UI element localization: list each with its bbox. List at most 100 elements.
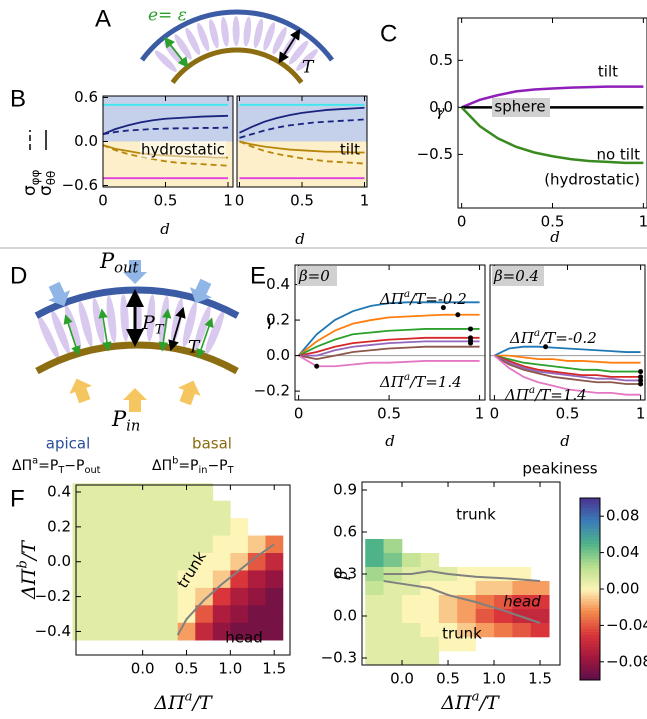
curve-label: ΔΠa/T=1.4 [504,384,587,404]
y-tick-label: 0.4 [47,482,71,500]
colorbar-step [580,616,600,620]
heat-cell [72,570,91,589]
x-axis-label: d [295,230,305,248]
heat-cell [247,553,266,571]
p-out-label-part: P [99,249,115,273]
x-tick-label: 1 [639,213,647,231]
x-tick-label: 1 [475,405,485,423]
x-axis-label-part: ΔΠ [440,692,472,714]
x-axis-label-part: ΔΠ [153,692,185,714]
basal-eq-part: −P [207,458,227,474]
annotation-bg [492,98,550,117]
heat-cell [72,500,91,519]
colorbar-step [580,613,600,617]
boundary-line [383,570,541,582]
colorbar-step [580,610,600,614]
curve-label: ΔΠa/T=-0.2 [509,327,597,347]
heat-cell [230,553,249,571]
curve-label-part: /T=1.4 [408,373,461,391]
heat-cell [420,552,440,568]
heat-cell [125,622,143,641]
annotation: head [225,629,262,647]
strain-arrow [196,317,214,359]
y-tick-label: −0.2 [35,587,71,605]
heat-cell [90,500,108,519]
colorbar-step [580,561,600,566]
x-tick-label: 0.5 [436,670,460,688]
colorbar-step [580,507,600,511]
diagram-d [34,260,240,412]
marker [314,363,320,369]
y-axis-label-part: σ [36,185,56,196]
colorbar-tick-label: 0.04 [606,543,639,561]
annotation: (hydrostatic) [544,171,640,189]
heat-cell [125,553,143,571]
heat-cell [402,622,421,638]
y-tick-label: 0.9 [333,480,357,498]
colorbar-step [580,534,600,538]
plot-frame [489,264,646,401]
heat-cell [438,580,458,596]
x-axis-label-part: a [185,689,193,704]
series-line [493,354,641,382]
x-axis-label-part: a [472,689,480,704]
heat-cell [247,587,266,606]
heat-cell [420,622,440,638]
heat-cell [247,570,266,589]
plot-frame [75,484,291,656]
heat-cell [177,500,196,519]
heat-cell [90,535,108,554]
heat-cell [365,552,384,568]
series-line [460,106,644,165]
heat-cell [107,553,126,571]
marker [455,312,461,318]
plot-frame [361,481,561,666]
heat-cell [107,500,126,519]
annotation: tilt [340,141,360,159]
annotation: sphere [494,98,545,116]
heat-cell [265,605,284,624]
y-axis-label: β [333,570,351,580]
heat-cell [402,650,421,666]
series-line [298,354,480,368]
x-axis-label-part: /T [478,692,500,714]
heat-cell [494,622,513,638]
curve-label-part: /T=1.4 [533,386,586,404]
x-tick-label: 0.5 [290,192,314,210]
p-t-label: PT [141,312,165,337]
heat-cell [177,518,196,536]
cell [221,16,229,47]
heat-cell [107,587,126,606]
p-in-label: Pin [111,407,140,435]
y-tick-label: −0.3 [321,648,357,666]
x-tick-label: 0 [98,192,108,210]
heat-cell [438,608,458,624]
series-line [102,114,229,135]
heat-cell [107,605,126,624]
heat-cell [365,622,384,638]
p-in-label-part: in [126,417,140,434]
heat-cell [383,608,403,624]
cell [37,315,60,359]
heat-cell [530,580,550,596]
heat-cell [365,580,384,596]
heat-cell [142,483,161,501]
heat-cell [438,636,458,652]
y-tick-label: 0.0 [47,552,71,570]
heat-cell [142,500,161,519]
marker [543,344,549,350]
cell [146,294,156,342]
basal-eq-part: =P [178,458,198,474]
series-line [461,85,644,109]
curve-label-part: a [404,371,410,383]
p-in-label-part: P [111,407,127,431]
colorbar-step [580,592,600,596]
heat-cell [142,518,161,536]
heat-cell [457,580,476,596]
apical-eq: ΔΠa=PT−Pout [12,455,101,476]
heat-cell [212,518,231,536]
colorbar-step [580,658,600,663]
cell [296,49,318,71]
heat-cell [365,608,384,624]
heat-cell [230,570,249,589]
